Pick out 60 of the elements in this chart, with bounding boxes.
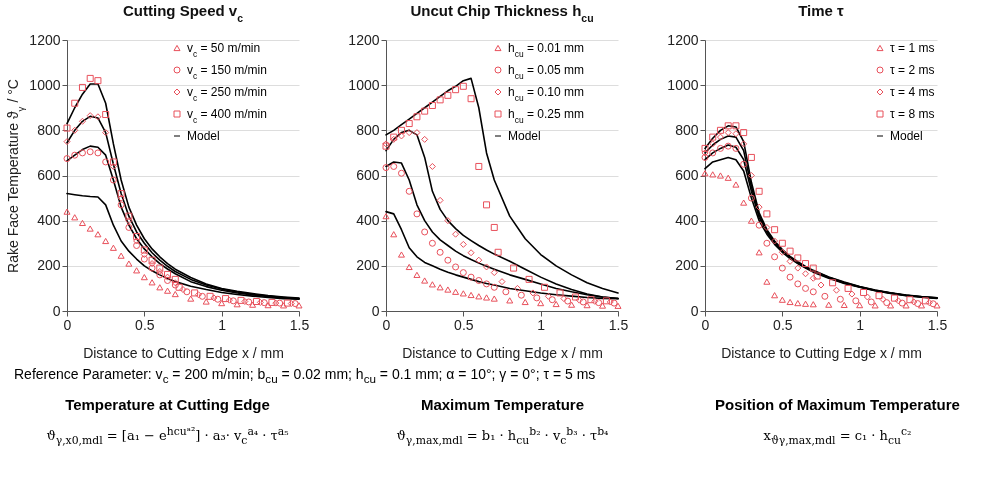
y-tick-label: 0 bbox=[371, 302, 380, 319]
y-tick-label: 1200 bbox=[29, 31, 61, 48]
legend-label: v$_{c}$ = 150 m/min bbox=[187, 63, 267, 81]
y-tick-label: 800 bbox=[37, 121, 61, 138]
legend-label: v$_{c}$ = 50 m/min bbox=[187, 41, 261, 59]
x-tick-label: 1 bbox=[856, 316, 865, 333]
text: Temperature at Cutting Edge bbox=[64, 396, 271, 413]
x-tick-label: 0 bbox=[63, 316, 72, 333]
y-tick-label: 200 bbox=[356, 257, 380, 274]
x-tick-label: 0.5 bbox=[773, 316, 793, 333]
x-axis-title: Distance to Cutting Edge x / mm bbox=[721, 344, 922, 361]
legend-label: τ = 2 ms bbox=[890, 63, 935, 77]
legend-label: h$_{cu}$ = 0.25 mm bbox=[508, 107, 584, 125]
y-tick-label: 600 bbox=[675, 167, 699, 183]
legend-label: Model bbox=[508, 129, 541, 143]
legend-label: h$_{cu}$ = 0.10 mm bbox=[508, 85, 584, 103]
y-tick-label: 200 bbox=[675, 257, 699, 274]
x-tick-label: 1.5 bbox=[608, 316, 629, 333]
text: ϑ$_{γ,max,mdl}$ = b₁ · h$_{cu}$$^{b₂}$ · v$_{c}$$^{b₃}$ · τ$^{b₄}$ bbox=[396, 425, 609, 447]
x-tick-label: 1 bbox=[537, 316, 546, 333]
y-tick-label: 400 bbox=[37, 212, 61, 229]
legend-label: v$_{c}$ = 400 m/min bbox=[187, 107, 267, 125]
text: Reference Parameter: v$_{c}$ = 200 m/min; b$_{cu}$ = 0.02 mm; h$_{cu}$ = 0.1 mm; α = 10°; γ = 0°; τ = 5 ms bbox=[14, 366, 597, 385]
y-tick-label: 1200 bbox=[667, 31, 699, 48]
x-tick-label: 0 bbox=[701, 316, 710, 333]
chart-title: Uncut Chip Thickness h$_{cu}$ bbox=[410, 2, 594, 24]
x-tick-label: 1 bbox=[218, 316, 227, 333]
y-tick-label: 0 bbox=[52, 302, 61, 319]
y-tick-label: 1000 bbox=[29, 76, 61, 93]
x-tick-label: 0.5 bbox=[454, 316, 474, 333]
legend-label: τ = 4 ms bbox=[890, 85, 935, 99]
x-tick-label: 0 bbox=[382, 316, 391, 333]
y-tick-label: 1000 bbox=[348, 76, 380, 93]
x-axis-title: Distance to Cutting Edge x / mm bbox=[83, 344, 284, 361]
legend-label: τ = 1 ms bbox=[890, 41, 935, 55]
legend-label: Model bbox=[890, 129, 923, 143]
text: ϑ$_{γ,x0,mdl}$ = [a₁ − e$^{hcuᵃ²}$] · a₃· v$_{c}$$^{a₄}$ · τ$^{a₅}$ bbox=[46, 425, 289, 447]
text: Maximum Temperature bbox=[419, 396, 586, 413]
legend-label: v$_{c}$ = 250 m/min bbox=[187, 85, 267, 103]
y-tick-label: 400 bbox=[675, 212, 699, 229]
y-tick-label: 400 bbox=[356, 212, 380, 229]
y-tick-label: 800 bbox=[675, 121, 699, 138]
y-tick-label: 1000 bbox=[667, 76, 699, 93]
chart-title: Time τ bbox=[798, 2, 845, 19]
y-tick-label: 1200 bbox=[348, 31, 380, 48]
x-tick-label: 1.5 bbox=[289, 316, 310, 333]
text: Position of Maximum Temperature bbox=[714, 396, 961, 413]
x-tick-label: 0.5 bbox=[135, 316, 155, 333]
y-tick-label: 600 bbox=[37, 167, 61, 183]
legend-label: Model bbox=[187, 129, 220, 143]
x-axis-title: Distance to Cutting Edge x / mm bbox=[402, 344, 603, 361]
legend-label: τ = 8 ms bbox=[890, 107, 935, 121]
y-tick-label: 200 bbox=[37, 257, 61, 274]
y-tick-label: 600 bbox=[356, 167, 380, 183]
legend-label: h$_{cu}$ = 0.05 mm bbox=[508, 63, 584, 81]
chart-title: Cutting Speed v$_{c}$ bbox=[122, 2, 244, 24]
y-tick-label: 800 bbox=[356, 121, 380, 138]
legend-label: h$_{cu}$ = 0.01 mm bbox=[508, 41, 584, 59]
y-tick-label: 0 bbox=[690, 302, 699, 319]
x-tick-label: 1.5 bbox=[927, 316, 948, 333]
